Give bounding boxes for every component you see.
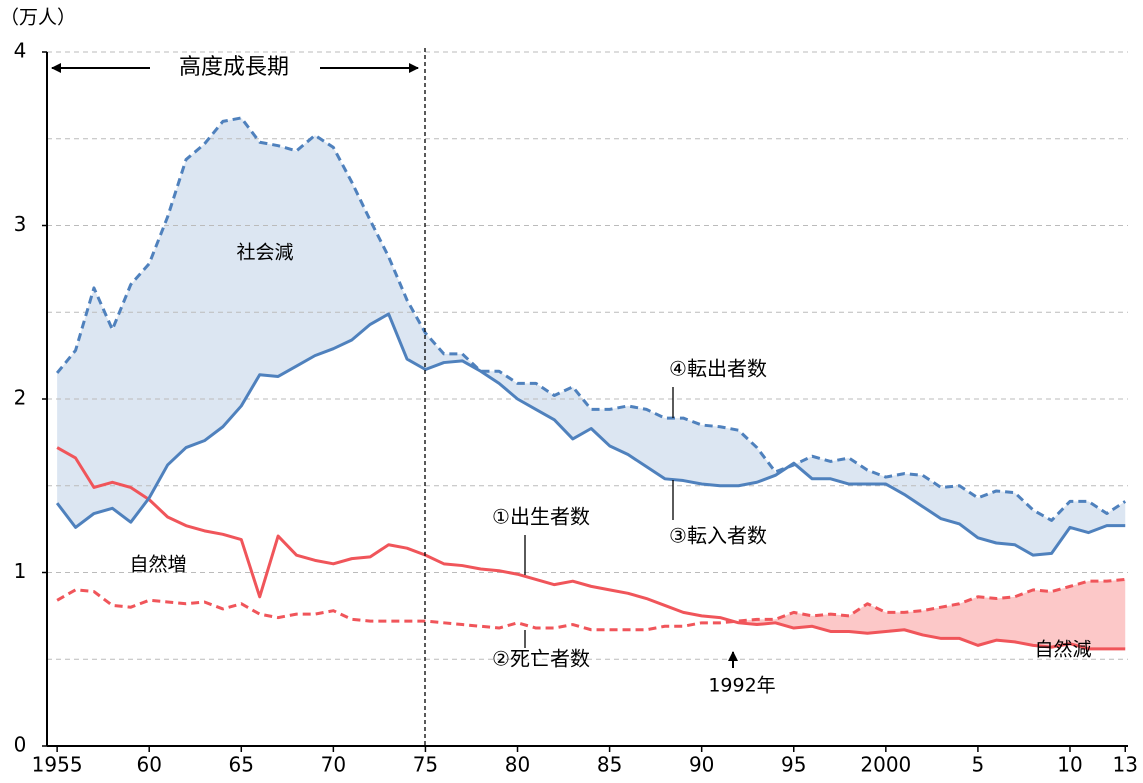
x-tick-label: 90 <box>689 753 714 777</box>
y-tick-label: 2 <box>14 386 27 410</box>
x-tick-label: 85 <box>597 753 622 777</box>
x-tick-label: 10 <box>1057 753 1082 777</box>
series-line <box>56 577 1126 632</box>
annotation: 社会減 <box>236 242 293 264</box>
series-line <box>55 116 1127 522</box>
series-line <box>55 312 1126 557</box>
y-tick-label: 3 <box>14 212 27 236</box>
series-label: ③転入者数 <box>669 524 767 548</box>
series-line <box>56 446 1126 651</box>
x-tick-label: 75 <box>413 753 438 777</box>
annotation: 自然減 <box>1034 639 1091 661</box>
annotation: 1992年 <box>708 675 775 697</box>
annotation: 自然増 <box>129 554 186 576</box>
x-tick-label: 5 <box>972 753 985 777</box>
x-tick-label: 1955 <box>32 753 83 777</box>
y-tick-label: 0 <box>14 733 27 757</box>
x-tick-label: 95 <box>781 753 806 777</box>
y-axis-label: （万人） <box>0 7 76 29</box>
x-tick-label: 70 <box>321 753 346 777</box>
y-tick-label: 4 <box>14 39 27 63</box>
x-tick-label: 80 <box>505 753 530 777</box>
series-label: ①出生者数 <box>492 505 590 529</box>
x-tick-label: 65 <box>229 753 254 777</box>
area-fill <box>57 117 1126 556</box>
x-tick-label: 2000 <box>860 753 911 777</box>
period-label: 高度成長期 <box>179 55 289 80</box>
x-tick-label: 60 <box>136 753 161 777</box>
series-label: ②死亡者数 <box>492 647 590 671</box>
x-tick-label: 13 <box>1113 753 1138 777</box>
series-label: ④転出者数 <box>669 357 767 381</box>
y-tick-label: 1 <box>14 559 27 583</box>
